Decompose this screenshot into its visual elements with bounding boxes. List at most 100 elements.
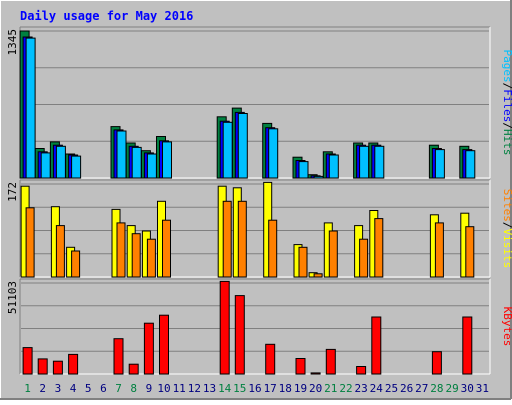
bar-pages-day-19	[298, 161, 309, 179]
day-label-4: 4	[70, 382, 77, 395]
day-label-15: 15	[233, 382, 246, 395]
legend-item-0: KBytes	[501, 307, 512, 347]
panel-background	[20, 27, 490, 178]
bar-pages-day-21	[328, 154, 339, 179]
day-label-22: 22	[339, 382, 352, 395]
bar-pages-day-30	[465, 150, 476, 179]
bar-kbytes-day-23	[356, 366, 367, 375]
bar-pages-day-9	[146, 153, 157, 179]
bar-kbytes-day-4	[68, 353, 79, 375]
legend-item-4: Hits	[501, 129, 512, 156]
legend-item-3: /	[501, 122, 512, 129]
legend-item-2: Files	[501, 89, 512, 122]
bar-pages-day-4	[71, 155, 82, 179]
day-label-16: 16	[248, 382, 261, 395]
bar-sites-day-15	[237, 200, 247, 278]
legend-kbytes: KBytes	[501, 307, 512, 347]
day-label-8: 8	[130, 382, 137, 395]
bar-kbytes-day-14	[219, 280, 230, 375]
bar-kbytes-day-10	[159, 314, 169, 375]
day-label-25: 25	[385, 382, 398, 395]
legend-item-2: Visits	[501, 229, 512, 269]
day-label-6: 6	[100, 382, 107, 395]
y-max-label: 1345	[6, 29, 19, 56]
bar-sites-day-19	[298, 246, 308, 278]
day-label-18: 18	[279, 382, 292, 395]
legend-item-1: /	[501, 222, 512, 229]
bar-pages-day-8	[131, 146, 142, 179]
legend-item-1: /	[501, 83, 512, 90]
legend-visits-sites: Sites/Visits	[501, 189, 512, 269]
series-sites	[25, 200, 475, 278]
bar-sites-day-10	[162, 219, 171, 278]
bar-pages-day-17	[268, 128, 279, 179]
bar-kbytes-day-21	[325, 348, 336, 375]
bar-kbytes-day-24	[371, 316, 382, 375]
bar-pages-day-1	[25, 37, 36, 179]
bar-pages-day-14	[222, 121, 233, 179]
panel-background	[20, 279, 490, 374]
day-label-24: 24	[370, 382, 384, 395]
day-label-28: 28	[430, 382, 443, 395]
day-label-3: 3	[55, 382, 62, 395]
bar-pages-day-20	[313, 175, 324, 179]
series-pages	[25, 37, 476, 179]
bar-pages-day-23	[359, 145, 370, 179]
day-label-23: 23	[354, 382, 367, 395]
day-label-14: 14	[218, 382, 232, 395]
bar-kbytes-day-28	[431, 351, 442, 375]
legend-hits-files-pages: Pages/Files/Hits	[501, 50, 512, 156]
bar-pages-day-10	[162, 141, 172, 179]
bar-kbytes-day-7	[113, 338, 124, 375]
bar-pages-day-7	[116, 130, 127, 179]
bar-sites-day-23	[359, 238, 369, 278]
day-label-30: 30	[461, 382, 474, 395]
day-label-17: 17	[264, 382, 277, 395]
bar-pages-day-24	[374, 145, 385, 179]
day-label-29: 29	[445, 382, 458, 395]
day-label-1: 1	[24, 382, 31, 395]
bar-sites-day-30	[465, 226, 475, 278]
day-label-19: 19	[294, 382, 307, 395]
bar-sites-day-28	[434, 222, 444, 278]
bar-sites-day-8	[131, 233, 141, 278]
panel-background	[20, 180, 490, 277]
legend-item-0: Sites	[501, 189, 512, 222]
bar-sites-day-21	[328, 230, 338, 278]
bar-sites-day-24	[374, 218, 384, 278]
day-label-13: 13	[203, 382, 216, 395]
bar-kbytes-day-9	[143, 322, 154, 375]
day-label-7: 7	[115, 382, 122, 395]
day-label-26: 26	[400, 382, 413, 395]
day-label-20: 20	[309, 382, 322, 395]
bar-kbytes-day-19	[295, 358, 306, 375]
day-label-11: 11	[173, 382, 186, 395]
bar-kbytes-day-3	[52, 360, 63, 375]
bar-kbytes-day-30	[462, 316, 473, 375]
panel-visits-sites: 172 Sites/Visits	[6, 179, 512, 278]
bar-kbytes-day-8	[128, 363, 139, 375]
bar-sites-day-1	[25, 207, 35, 278]
day-label-31: 31	[476, 382, 489, 395]
bar-kbytes-day-20	[310, 372, 321, 375]
legend-item-0: Pages	[501, 50, 512, 83]
day-label-9: 9	[146, 382, 153, 395]
bar-kbytes-day-2	[37, 358, 48, 375]
day-label-10: 10	[157, 382, 170, 395]
bar-kbytes-day-17	[265, 343, 276, 375]
bar-sites-day-17	[268, 219, 278, 278]
bar-pages-day-2	[40, 152, 51, 179]
chart-title: Daily usage for May 2016	[20, 9, 193, 23]
y-max-label: 172	[6, 182, 19, 202]
bar-sites-day-4	[71, 250, 81, 278]
day-label-12: 12	[188, 382, 201, 395]
day-label-27: 27	[415, 382, 428, 395]
series-visits	[20, 181, 470, 278]
bar-sites-day-7	[116, 222, 126, 278]
bar-pages-day-3	[55, 145, 66, 179]
bar-pages-day-15	[237, 113, 248, 179]
bar-sites-day-20	[313, 273, 323, 278]
